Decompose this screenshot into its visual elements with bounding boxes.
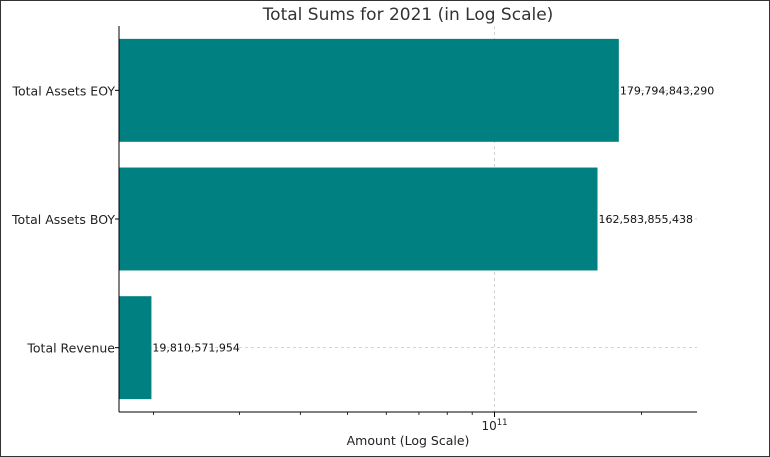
x-axis-label: Amount (Log Scale) <box>347 433 470 448</box>
labels: Total Assets EOY 179,794,843,290 Total Ass… <box>11 83 714 433</box>
bar <box>119 296 152 400</box>
x-tick-label: 1011 <box>481 418 507 433</box>
ticks <box>115 89 642 417</box>
category-label: Total Assets BOY <box>11 212 115 227</box>
data-label: 179,794,843,290 <box>620 84 714 97</box>
bar <box>119 38 619 142</box>
chart-title: Total Sums for 2021 (in Log Scale) <box>262 5 554 25</box>
bar <box>119 167 598 271</box>
data-label: 19,810,571,954 <box>152 342 239 355</box>
category-label: Total Revenue <box>26 341 115 356</box>
bars <box>119 38 619 400</box>
category-label: Total Assets EOY <box>11 83 115 98</box>
data-label: 162,583,855,438 <box>599 213 693 226</box>
